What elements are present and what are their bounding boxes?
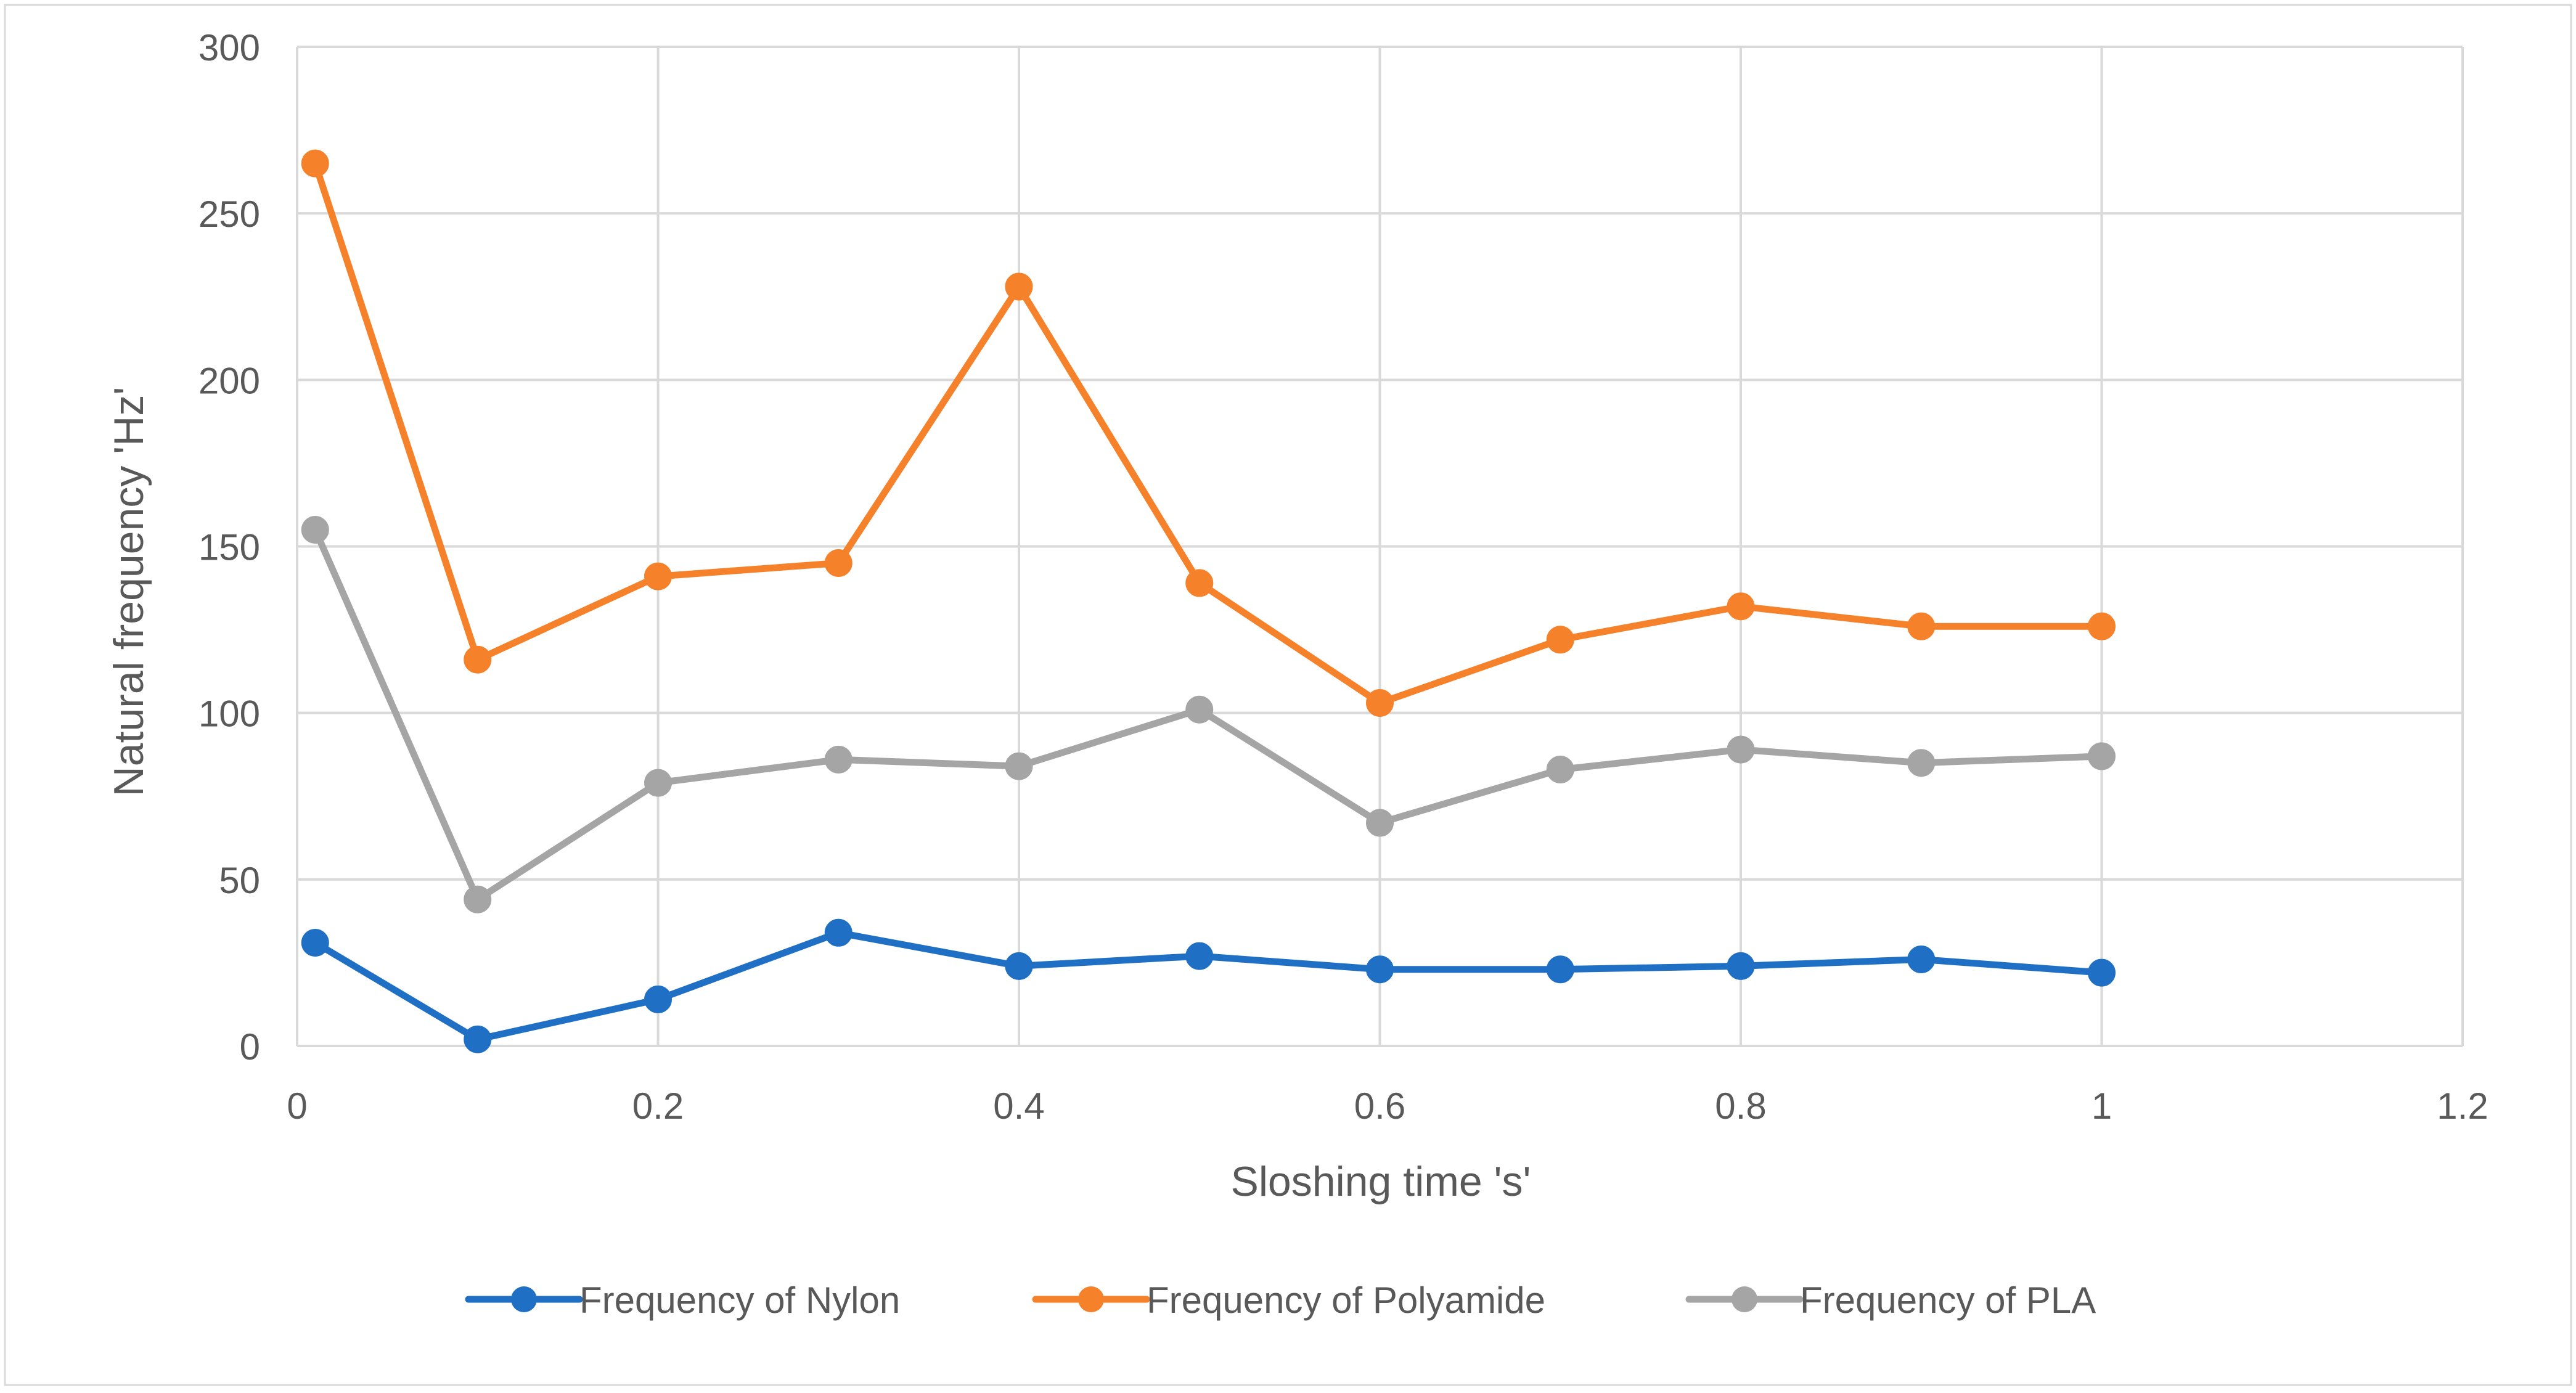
y-tick-label: 50 — [219, 860, 260, 901]
data-point — [644, 985, 672, 1013]
data-point — [824, 745, 853, 774]
legend-marker-swatch — [1078, 1286, 1104, 1312]
data-point — [1546, 626, 1574, 654]
x-axis-title: Sloshing time 's' — [1230, 1158, 1531, 1205]
y-tick-label: 0 — [240, 1026, 260, 1068]
x-tick-label: 0.6 — [1354, 1085, 1405, 1127]
data-point — [824, 918, 853, 947]
y-tick-label: 300 — [198, 27, 260, 68]
y-tick-label: 150 — [198, 527, 260, 568]
data-point — [464, 885, 492, 913]
data-point — [644, 562, 672, 590]
data-point — [1366, 955, 1394, 984]
legend-label: Frequency of Polyamide — [1147, 1280, 1545, 1321]
y-tick-label: 250 — [198, 194, 260, 235]
series-frequency-of-pla — [301, 515, 2116, 913]
legend-label: Frequency of PLA — [1800, 1280, 2096, 1321]
data-point — [301, 928, 329, 957]
legend: Frequency of Nylon Frequency of Polyamide… — [465, 1280, 2096, 1321]
data-point — [1727, 735, 1755, 764]
data-point — [301, 149, 329, 178]
data-point — [1005, 272, 1033, 301]
y-tick-label: 100 — [198, 693, 260, 735]
x-tick-label: 0.4 — [993, 1085, 1044, 1127]
legend-marker-swatch — [1732, 1286, 1757, 1312]
chart-border — [4, 4, 2572, 1386]
data-point — [1546, 756, 1574, 784]
series-frequency-of-nylon — [301, 918, 2116, 1053]
data-point — [1727, 592, 1755, 621]
data-point — [644, 769, 672, 797]
x-tick-label: 1.2 — [2437, 1085, 2488, 1127]
data-point — [1366, 809, 1394, 837]
legend-marker-swatch — [511, 1286, 537, 1312]
y-tick-label: 200 — [198, 360, 260, 401]
x-tick-label: 0.8 — [1715, 1085, 1766, 1127]
series-lines — [301, 149, 2116, 1053]
data-point — [1546, 955, 1574, 984]
legend-item: Frequency of Nylon — [465, 1280, 900, 1321]
data-point — [1185, 569, 1214, 597]
data-point — [2088, 612, 2116, 640]
data-point — [464, 645, 492, 674]
axes: 0 50 100 150 200 250 300 0 0.2 0.4 0.6 0.8 1 1.2 — [198, 27, 2488, 1127]
data-point — [1185, 695, 1214, 724]
data-point — [1005, 752, 1033, 780]
data-point — [301, 515, 329, 544]
data-point — [464, 1025, 492, 1053]
y-axis-title: Natural frequency 'Hz' — [105, 387, 152, 797]
data-point — [1727, 952, 1755, 980]
data-point — [2088, 958, 2116, 987]
x-tick-label: 1 — [2091, 1085, 2112, 1127]
data-point — [824, 549, 853, 578]
data-point — [1907, 946, 1936, 974]
gridlines — [297, 46, 2464, 1046]
legend-label: Frequency of Nylon — [579, 1280, 900, 1321]
data-point — [1907, 612, 1936, 640]
series-frequency-of-polyamide — [301, 149, 2116, 717]
x-tick-label: 0.2 — [632, 1085, 684, 1127]
x-tick-label: 0 — [287, 1085, 307, 1127]
data-point — [2088, 742, 2116, 770]
data-point — [1366, 688, 1394, 717]
legend-item: Frequency of Polyamide — [1032, 1280, 1545, 1321]
data-point — [1005, 952, 1033, 980]
legend-item: Frequency of PLA — [1685, 1280, 2096, 1321]
data-point — [1185, 942, 1214, 970]
data-point — [1907, 749, 1936, 777]
